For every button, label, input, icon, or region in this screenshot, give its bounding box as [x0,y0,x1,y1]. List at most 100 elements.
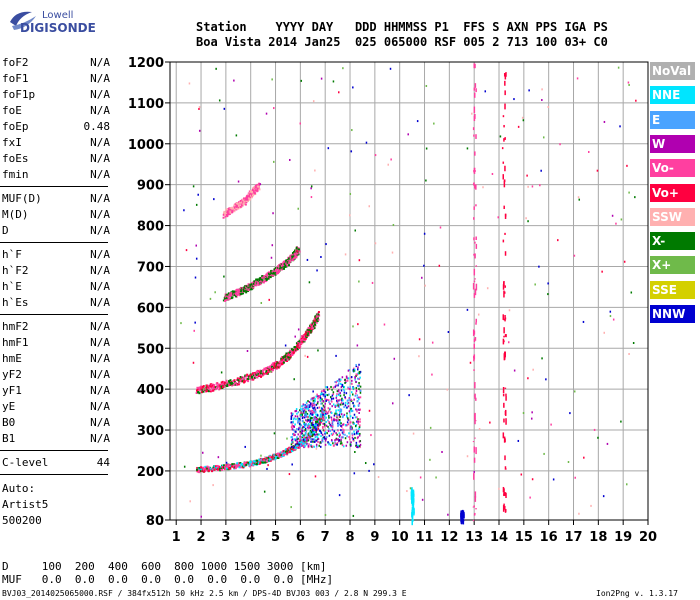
spread-point [324,398,327,401]
noise-point [185,249,188,252]
noise-point [503,402,505,408]
trace-point [212,389,215,392]
spread-point [345,444,348,447]
spread-point [335,394,338,397]
trace-point [265,457,268,460]
spread-point [346,402,349,405]
noise-point [520,473,523,476]
noise-point [335,354,337,357]
trace-point [221,380,224,383]
noise-point [198,129,201,132]
spread-point [359,385,362,388]
spread-point [297,433,299,436]
spread-point [296,444,299,447]
trace-point [234,467,237,470]
spread-point [351,432,353,435]
trace-point [224,215,227,218]
spread-point [309,424,311,427]
spread-point [329,423,331,426]
trace-point [273,270,276,273]
noise-point [504,351,506,358]
spread-point [354,377,356,380]
noise-point [474,412,476,420]
noise-point [223,275,225,278]
spread-point [340,401,343,404]
spread-point [294,410,296,413]
trace-point [228,463,231,466]
noise-point [503,493,505,497]
trace-point [212,385,215,388]
spread-point [359,418,361,421]
trace-point [276,270,279,273]
noise-point [504,314,506,322]
trace-point [257,283,260,286]
spread-point [310,422,313,425]
trace-point [264,276,267,279]
spread-point [359,408,362,411]
spread-point [357,446,359,449]
trace-point [222,383,225,386]
trace-point [244,203,247,206]
param-value: N/A [90,264,110,277]
spread-point [340,378,342,381]
trace-point [243,197,246,200]
spread-point [292,428,295,431]
spread-point [290,412,293,415]
noise-point [473,206,475,210]
trace-point [286,353,289,356]
spread-point [319,399,322,402]
spread-point [339,382,342,385]
trace-point [254,375,257,378]
trace-point [314,319,317,322]
trace-point [297,446,300,449]
spread-point [337,438,340,441]
noise-point [271,244,274,247]
spread-point [330,400,333,403]
spread-point [300,414,302,417]
noise-point [503,440,506,443]
param-row: B0 N/A [2,416,110,431]
trace-point [241,380,244,383]
trace-point [285,259,288,262]
trace-point [209,467,212,470]
noise-point [411,503,414,506]
spread-point [307,408,309,411]
param-value: N/A [90,248,110,261]
spread-point [296,440,299,443]
spread-point [314,411,317,414]
trace-point [239,375,242,378]
param-name: h`F [2,248,22,261]
spread-point [347,369,350,372]
spread-point [316,406,319,409]
spread-point [304,404,306,407]
spread-point [344,378,346,381]
trace-point [206,467,209,470]
spread-point [342,430,344,433]
spread-point [304,427,307,430]
spread-point [355,432,358,435]
trace-point [278,455,281,458]
param-name: h`Es [2,296,29,309]
spread-point [355,380,357,383]
spread-point [326,388,329,391]
trace-point [276,366,279,369]
noise-point [214,291,216,294]
spread-point [328,434,331,437]
spread-point [301,434,304,437]
spread-point [314,434,317,437]
spread-point [328,427,330,430]
spread-point [330,432,333,435]
noise-point [356,344,359,347]
spread-point [303,434,305,437]
param-name: fmin [2,168,29,181]
noise-point [473,505,475,508]
spread-point [298,426,300,429]
spread-point [352,416,354,419]
spread-point [303,413,306,416]
spread-point [336,379,339,382]
spread-point [323,436,326,439]
trace-point [212,467,215,470]
spread-point [318,444,320,447]
param-row: hmF1 N/A [2,336,110,351]
trace-point [217,465,220,468]
